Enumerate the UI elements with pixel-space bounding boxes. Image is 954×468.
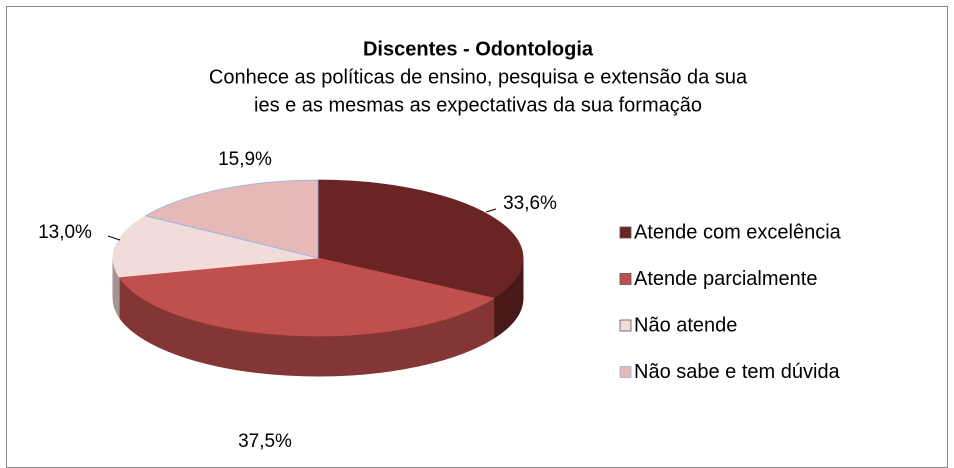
legend-swatch <box>619 366 632 378</box>
pie-slice <box>112 215 319 278</box>
legend-label: Atende parcialmente <box>634 268 817 290</box>
legend-label: Não sabe e tem dúvida <box>634 361 841 383</box>
pie-slice <box>144 179 319 259</box>
data-label: 37,5% <box>238 431 292 452</box>
data-label: 15,9% <box>218 149 272 170</box>
leader-line <box>107 235 121 241</box>
pie-slice <box>317 179 524 299</box>
pie-slice <box>118 257 495 337</box>
legend-label: Atende com excelência <box>634 221 842 243</box>
legend-swatch <box>619 319 632 332</box>
leader-line <box>485 208 497 213</box>
chart-subtitle: ies e as mesmas as expectativas da sua f… <box>254 94 702 116</box>
chart-subtitle: Conhece as políticas de ensino, pesquisa… <box>209 66 748 88</box>
legend-swatch <box>619 273 632 285</box>
data-label: 13,0% <box>38 222 92 243</box>
chart-title: Discentes - Odontologia <box>363 38 594 60</box>
legend-swatch <box>619 226 632 239</box>
legend-label: Não atende <box>634 314 737 336</box>
data-label: 33,6% <box>503 193 557 214</box>
